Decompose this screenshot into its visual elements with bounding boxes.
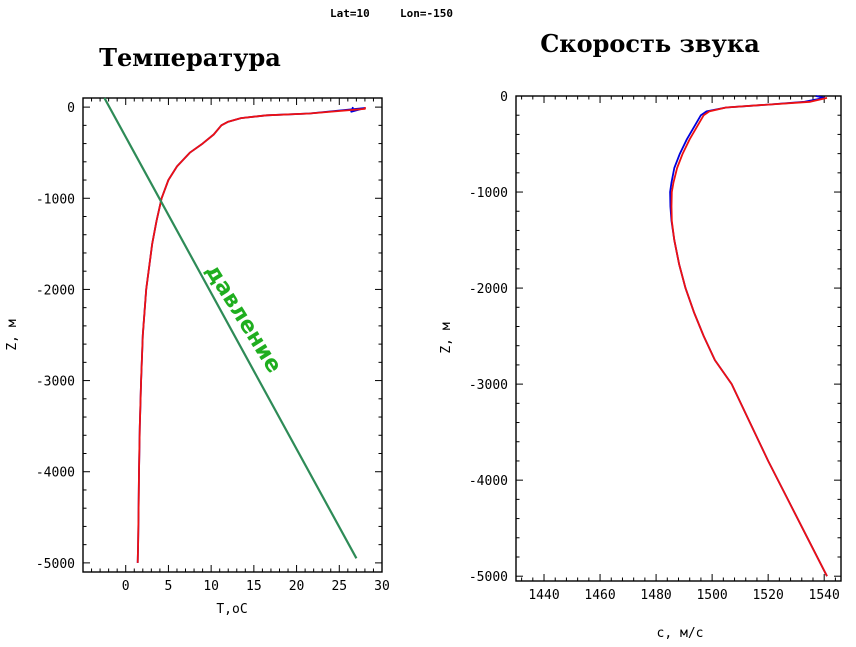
sound-speed-series-line-1 xyxy=(670,97,828,577)
sound-speed-y-tick-label: 0 xyxy=(500,90,508,105)
sound-speed-y-tick-label: -1000 xyxy=(469,186,508,201)
sound-speed-x-tick-label: 1540 xyxy=(809,588,840,603)
temperature-y-tick-label: -2000 xyxy=(36,283,75,298)
lon-label: Lon=-150 xyxy=(400,7,453,20)
temperature-y-axis-label: Z, м xyxy=(5,319,20,350)
temperature-chart: Температура 0 5 10 15 20 25 30 0 -1000 -2000 -3000… xyxy=(5,43,390,617)
temperature-series-line-2 xyxy=(103,97,358,559)
temperature-x-tick-label: 10 xyxy=(203,579,219,594)
temperature-x-tick-label: 15 xyxy=(246,579,262,594)
sound-speed-x-tick-label: 1500 xyxy=(696,588,727,603)
temperature-y-tick-label: 0 xyxy=(67,101,75,116)
sound-speed-chart: Скорость звука 1440 1460 1480 1500 1520 1540 0… xyxy=(439,29,842,641)
sound-speed-x-tick-label: 1460 xyxy=(584,588,615,603)
temperature-ticks: 0 5 10 15 20 25 30 0 -1000 -2000 -3000 -4000 -5000 xyxy=(36,98,390,594)
sound-speed-series xyxy=(669,95,828,577)
temperature-series-line-1 xyxy=(136,107,366,563)
sound-speed-x-tick-label: 1520 xyxy=(752,588,783,603)
temperature-x-tick-label: 25 xyxy=(331,579,347,594)
sound-speed-y-tick-label: -4000 xyxy=(469,474,508,489)
temperature-y-tick-label: -5000 xyxy=(36,557,75,572)
sound-speed-plot-frame xyxy=(515,95,842,582)
sound-speed-y-tick-label: -5000 xyxy=(469,570,508,585)
sound-speed-x-axis-label: c, м/с xyxy=(657,626,704,641)
temperature-x-tick-label: 30 xyxy=(374,579,390,594)
sound-speed-ticks: 1440 1460 1480 1500 1520 1540 0 -1000 -2000 -3000… xyxy=(469,90,841,603)
sound-speed-y-tick-label: -3000 xyxy=(469,378,508,393)
temperature-series xyxy=(103,97,366,563)
sound-speed-y-axis-label: Z, м xyxy=(439,322,454,353)
temperature-y-tick-label: -3000 xyxy=(36,375,75,390)
lat-label: Lat=10 xyxy=(330,7,370,20)
temperature-chart-title: Температура xyxy=(99,43,281,72)
temperature-plot-frame xyxy=(82,97,383,573)
sound-speed-y-tick-label: -2000 xyxy=(469,282,508,297)
temperature-y-tick-label: -4000 xyxy=(36,466,75,481)
temperature-y-tick-label: -1000 xyxy=(36,192,75,207)
sound-speed-x-tick-label: 1480 xyxy=(640,588,671,603)
temperature-x-tick-label: 0 xyxy=(122,579,130,594)
sound-speed-x-tick-label: 1440 xyxy=(528,588,559,603)
temperature-x-tick-label: 20 xyxy=(289,579,305,594)
temperature-x-axis-label: T,oC xyxy=(216,602,247,617)
sound-speed-chart-title: Скорость звука xyxy=(540,29,760,58)
temperature-x-tick-label: 5 xyxy=(165,579,173,594)
